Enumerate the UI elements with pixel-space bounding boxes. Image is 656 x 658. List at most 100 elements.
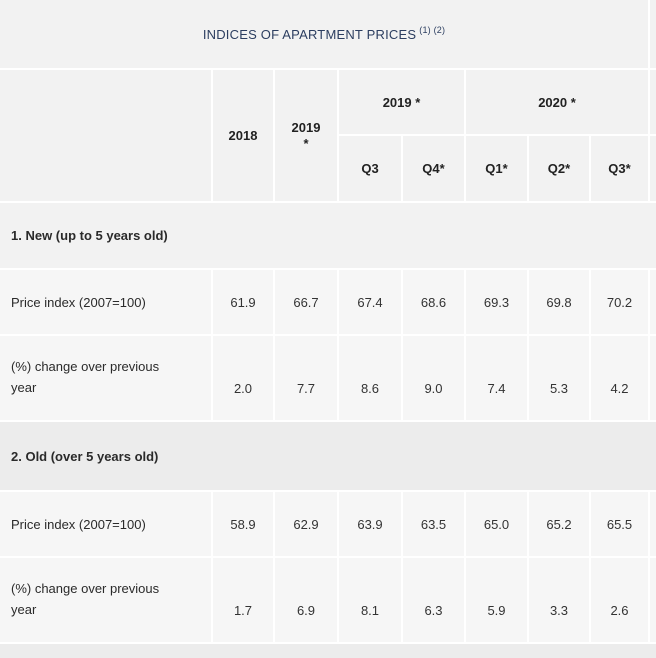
section-old-header: 2. Old (over 5 years old) [0, 422, 656, 490]
row-label-text: Price index (2007=100) [11, 516, 146, 532]
table-cell: 61.9 [213, 270, 273, 334]
section-new-header: 1. New (up to 5 years old) [0, 203, 656, 268]
header-q3-2019: Q3 [339, 136, 401, 201]
cell-value: 4.2 [610, 381, 629, 396]
cell-value: 63.9 [357, 516, 383, 532]
cell-value: 65.2 [546, 516, 572, 532]
table-cell: 7.4 [466, 336, 527, 420]
table-title-footnotes: (1) (2) [419, 25, 446, 35]
table-bottom-edge [0, 644, 656, 658]
table-cell: 4.2 [591, 336, 648, 420]
cell-value: 65.5 [606, 516, 633, 532]
cell-value: 2.0 [233, 381, 253, 396]
table-cell: 66.7 [275, 270, 337, 334]
row-label: Price index (2007=100) [0, 270, 211, 334]
table-cell: 6.9 [275, 558, 337, 642]
cell-value: 68.6 [420, 294, 447, 310]
header-q3-2020-label: Q3* [608, 161, 631, 176]
table-cell: 7.7 [275, 336, 337, 420]
cell-value: 1.7 [233, 603, 253, 618]
header-q4-2019-label: Q4* [422, 161, 445, 176]
table-cell: 63.9 [339, 492, 401, 556]
cell-value: 5.3 [549, 381, 569, 396]
table-cell: 69.3 [466, 270, 527, 334]
row-label: Price index (2007=100) [0, 492, 211, 556]
table-cell: 8.1 [339, 558, 401, 642]
filler-cell [650, 558, 656, 642]
cell-value: 6.3 [424, 603, 443, 618]
table-cell: 5.3 [529, 336, 589, 420]
table-cell: 3.3 [529, 558, 589, 642]
cell-value: 62.9 [293, 516, 319, 532]
table-cell: 70.2 [591, 270, 648, 334]
filler-cell [650, 0, 656, 68]
cell-value: 2.6 [610, 603, 629, 618]
row-label-line1: (%) change over previous [11, 359, 160, 374]
cell-value: 7.4 [487, 381, 506, 396]
filler-cell [650, 136, 656, 201]
section-old-title: 2. Old (over 5 years old) [11, 448, 159, 464]
cell-value: 65.0 [483, 516, 510, 532]
filler-cell [650, 270, 656, 334]
row-label: (%) change over previous year [0, 336, 211, 420]
cell-value: 8.6 [360, 381, 380, 396]
filler-cell [650, 70, 656, 134]
row-label-line1: (%) change over previous [11, 581, 160, 596]
header-group-2019-label: 2019 * [382, 94, 421, 110]
table-cell: 67.4 [339, 270, 401, 334]
table-cell: 62.9 [275, 492, 337, 556]
table-cell: 2.6 [591, 558, 648, 642]
section-new-title: 1. New (up to 5 years old) [11, 228, 168, 243]
header-2019-star: * [303, 135, 309, 151]
filler-cell [650, 336, 656, 420]
header-group-2019: 2019 * [339, 70, 464, 134]
header-2019-label: 2019 [291, 119, 321, 135]
table-cell: 65.2 [529, 492, 589, 556]
cell-value: 5.9 [487, 603, 506, 618]
header-empty-cell [0, 70, 211, 201]
table-cell: 68.6 [403, 270, 464, 334]
cell-value: 3.3 [549, 603, 569, 618]
table-cell: 1.7 [213, 558, 273, 642]
cell-value: 66.7 [293, 294, 319, 310]
header-q1-2020: Q1* [466, 136, 527, 201]
cell-value: 6.9 [296, 603, 316, 618]
table-cell: 2.0 [213, 336, 273, 420]
table-cell: 63.5 [403, 492, 464, 556]
row-label-line2: year [11, 602, 37, 617]
header-group-2020-label: 2020 * [538, 94, 576, 110]
header-q2-2020-label: Q2* [547, 161, 571, 176]
cell-value: 58.9 [230, 516, 256, 532]
row-label-text: Price index (2007=100) [11, 294, 146, 310]
header-q3-2019-label: Q3 [361, 161, 379, 176]
header-q2-2020: Q2* [529, 136, 589, 201]
cell-value: 8.1 [360, 603, 380, 618]
table-cell: 65.0 [466, 492, 527, 556]
header-2019: 2019 * [275, 70, 337, 201]
filler-cell [650, 492, 656, 556]
cell-value: 61.9 [230, 294, 256, 310]
header-2018: 2018 [213, 70, 273, 201]
table-cell: 58.9 [213, 492, 273, 556]
header-q4-2019: Q4* [403, 136, 464, 201]
row-label: (%) change over previous year [0, 558, 211, 642]
table-cell: 8.6 [339, 336, 401, 420]
table-title: INDICES OF APARTMENT PRICES (1) (2) [0, 0, 648, 68]
table-cell: 9.0 [403, 336, 464, 420]
table-cell: 6.3 [403, 558, 464, 642]
table-title-text: INDICES OF APARTMENT PRICES [202, 26, 417, 42]
cell-value: 69.8 [546, 294, 572, 310]
cell-value: 67.4 [357, 294, 383, 310]
cell-value: 9.0 [424, 381, 443, 396]
row-label-line2: year [11, 380, 37, 395]
header-q1-2020-label: Q1* [485, 161, 508, 176]
header-q3-2020: Q3* [591, 136, 648, 201]
cell-value: 63.5 [420, 516, 447, 532]
cell-value: 7.7 [296, 381, 316, 396]
header-group-2020: 2020 * [466, 70, 648, 134]
cell-value: 70.2 [606, 294, 633, 310]
header-2018-label: 2018 [228, 128, 258, 143]
table-cell: 65.5 [591, 492, 648, 556]
table-cell: 5.9 [466, 558, 527, 642]
